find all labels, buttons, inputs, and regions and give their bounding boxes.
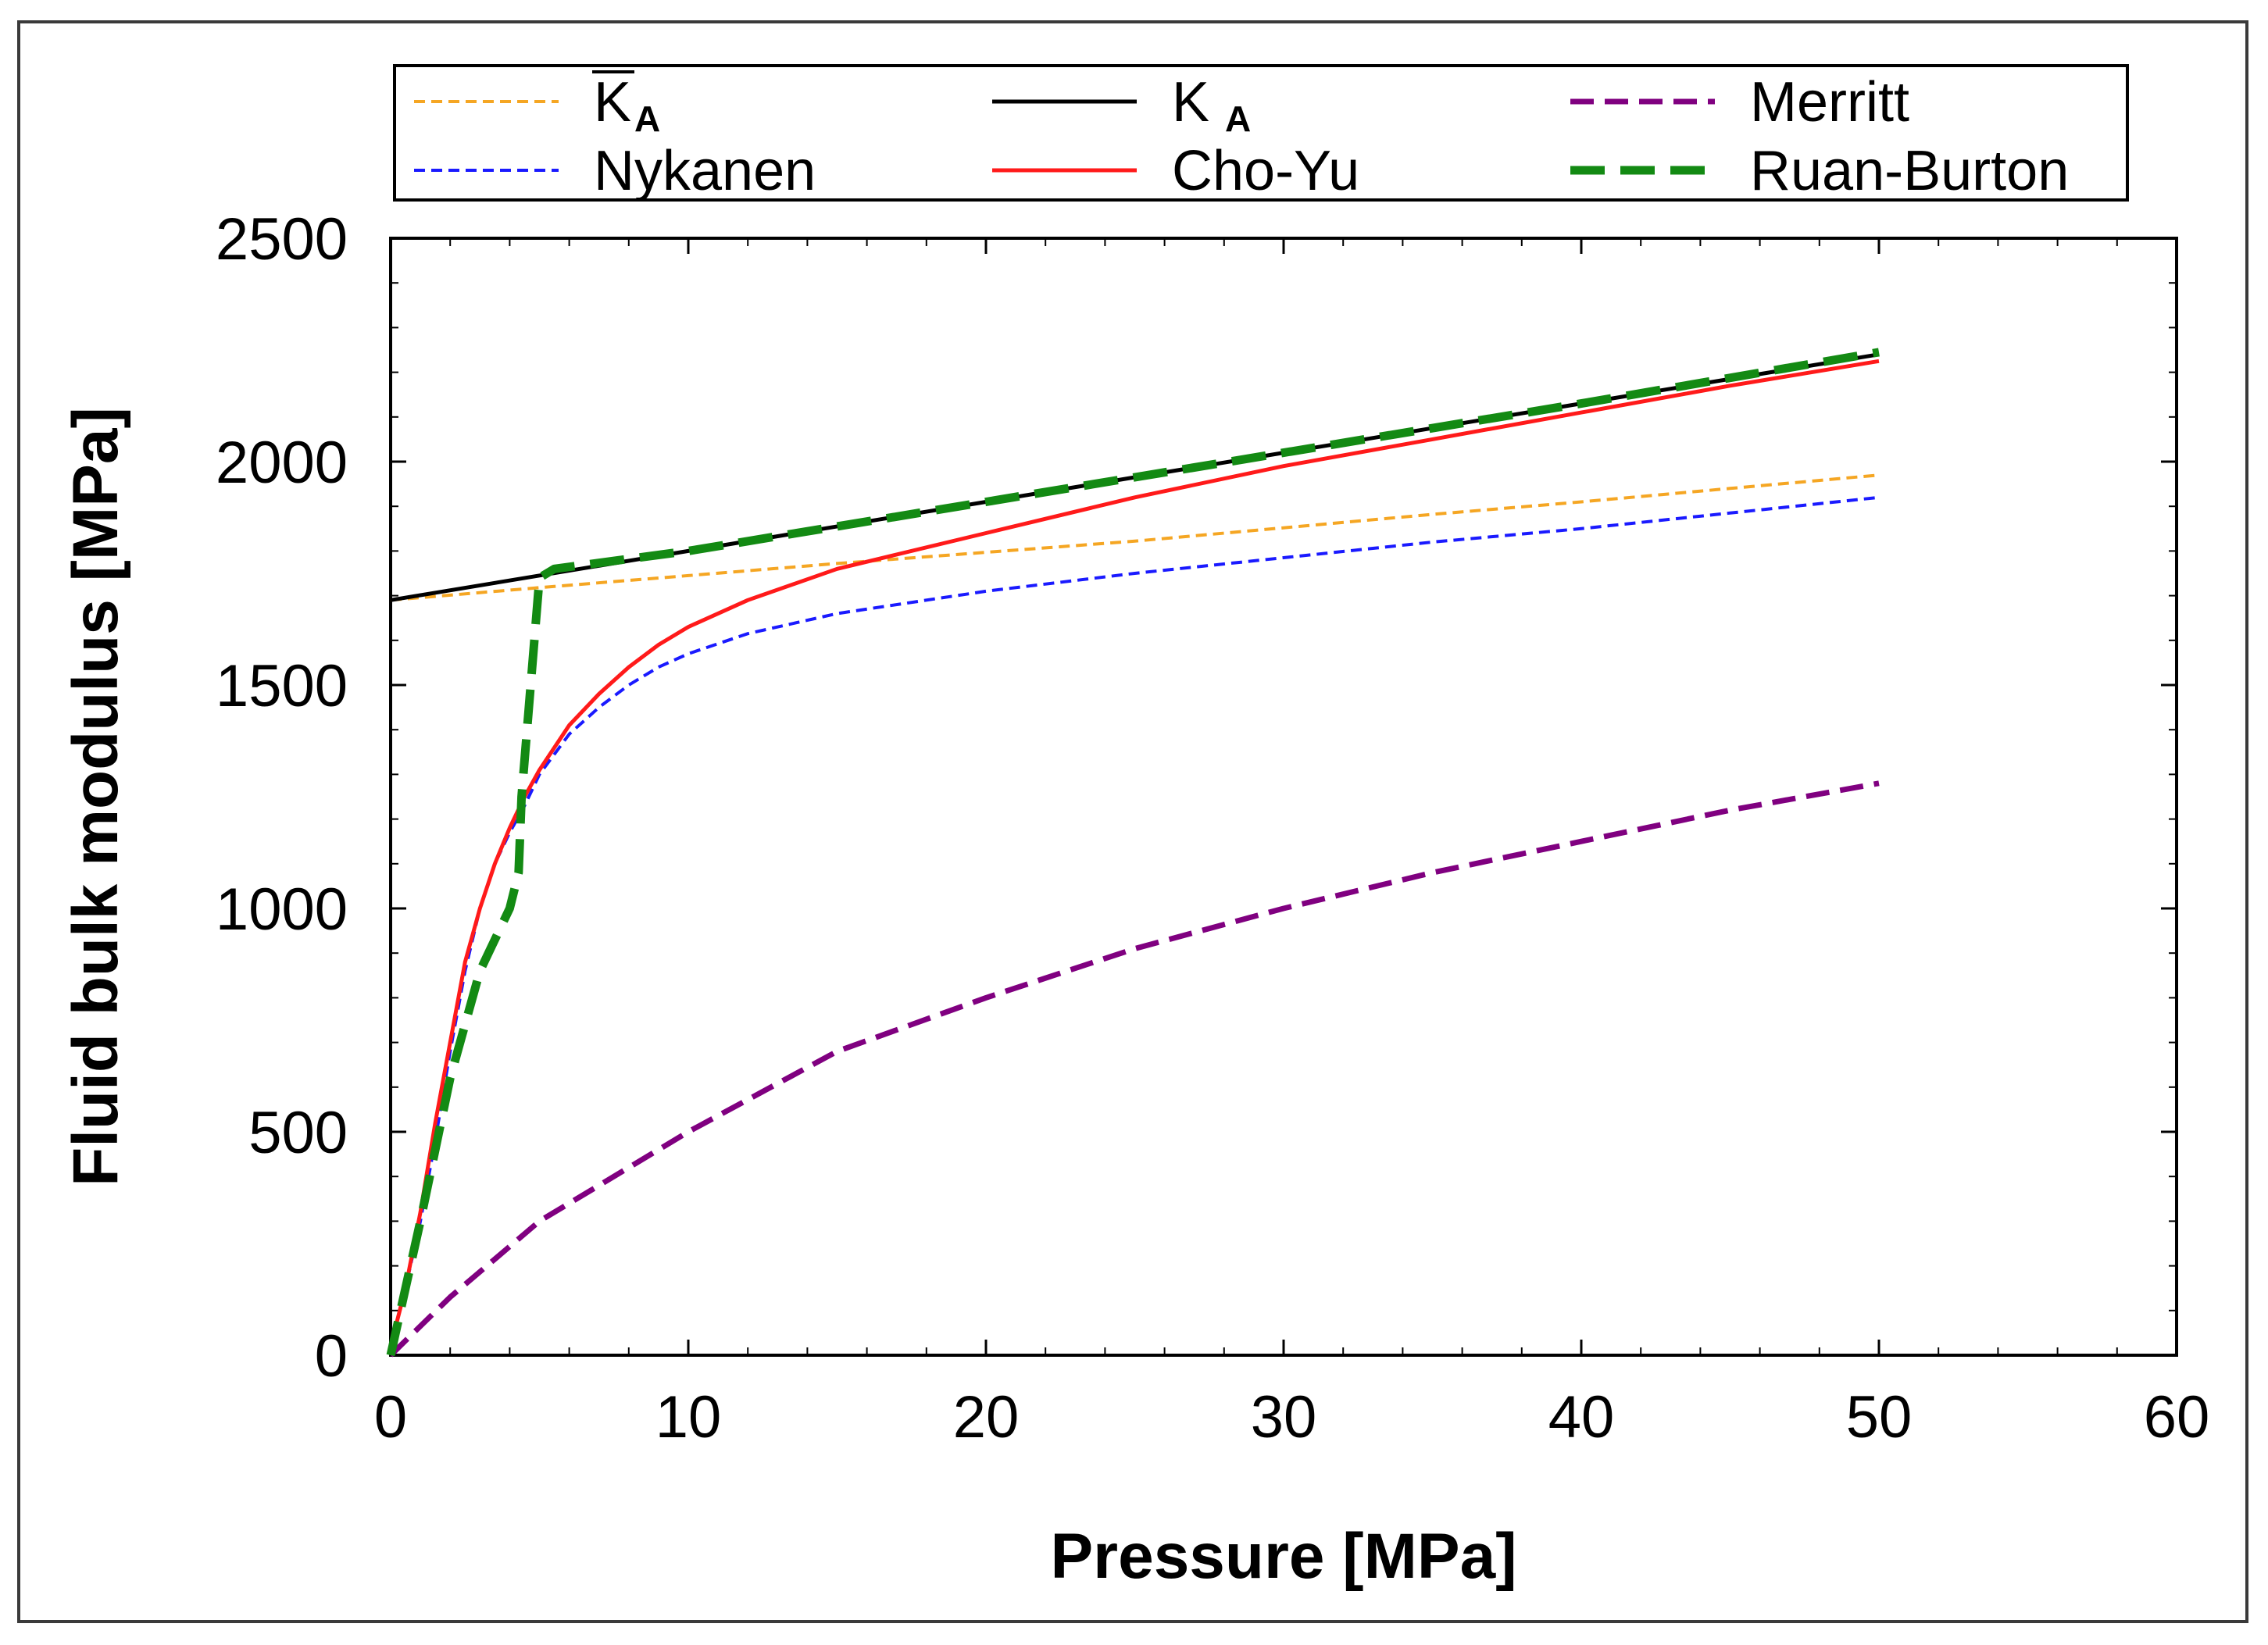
y-tick-label: 1500 [216,653,348,719]
x-tick-label: 0 [374,1384,407,1451]
x-tick-label: 40 [1548,1384,1615,1451]
plot-area: 0 10 20 30 40 50 60 0 500 1000 1500 2000 2500 [216,206,2209,1451]
y-tick-label: 500 [248,1100,348,1166]
x-tick-label: 20 [953,1384,1020,1451]
legend-label-ka-bar: K [594,71,631,134]
legend-label-nykanen: Nykanen [594,140,816,202]
legend-label-merritt: Merritt [1750,71,1909,134]
legend-box [393,64,2129,202]
series-line-cho-yu [388,359,1880,1347]
x-tick-label: 60 [2144,1384,2210,1451]
x-tick-label: 10 [655,1384,722,1451]
legend-label-ruan-burton: Ruan-Burton [1750,140,2069,202]
y-tick-label: 1000 [216,876,348,943]
y-tick-label: 2000 [216,430,348,496]
y-tick-label: 2500 [216,206,348,273]
plot-border [389,237,2178,1357]
y-axis-title: Fluid bulk modulus [MPa] [60,407,131,1186]
series-line-ruan-burton [386,348,1880,1357]
legend-label-ka: K [1172,71,1209,134]
series-line-merritt [388,780,1880,1358]
x-tick-label: 30 [1251,1384,1317,1451]
y-tick-label: 0 [315,1323,348,1390]
x-tick-label: 50 [1846,1384,1913,1451]
series-line-ka-bar [390,473,1880,602]
legend-label-cho-yu: Cho-Yu [1172,140,1359,202]
x-axis-title: Pressure [MPa] [1050,1521,1516,1592]
legend-label-sub-ka-bar: A [634,98,660,139]
legend-label-sub-ka: A [1225,98,1251,139]
